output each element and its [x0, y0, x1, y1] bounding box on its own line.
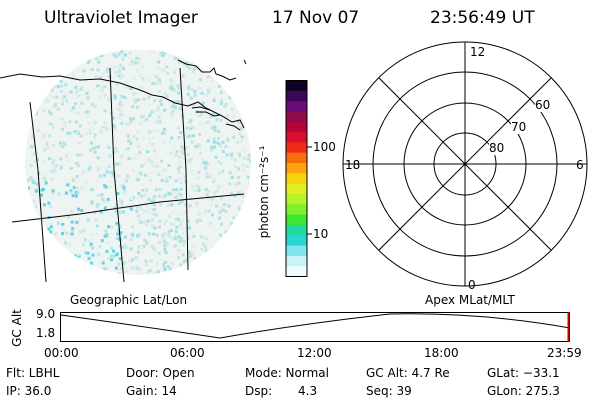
- timeline-xtick-2359: 23:59: [547, 346, 582, 360]
- colorbar-band: [286, 266, 307, 278]
- colorbar-band: [286, 245, 307, 257]
- dsp-label: Dsp:: [245, 384, 273, 398]
- observation-date: 17 Nov 07: [272, 8, 360, 28]
- geographic-latitude: GLat: −33.1: [487, 366, 560, 380]
- mlt-label-12: 12: [470, 45, 486, 59]
- colorbar-band: [286, 163, 307, 174]
- mlt-label-0: 0: [468, 278, 476, 292]
- gain-value: Gain: 14: [126, 384, 177, 398]
- timeline-xtick-1800: 18:00: [424, 346, 459, 360]
- colorbar-tick-100: 100: [313, 140, 336, 154]
- polar-mlt-grid: [342, 41, 588, 287]
- right-panel-caption: Apex MLat/MLT: [425, 293, 515, 307]
- geographic-longitude: GLon: 275.3: [487, 384, 560, 398]
- filter-value: Flt: LBHL: [6, 366, 60, 380]
- coastline: [0, 73, 245, 129]
- door-status: Door: Open: [126, 366, 195, 380]
- lat-lon-grid: [11, 67, 245, 283]
- intensity-colorbar: [285, 80, 312, 278]
- colorbar-band: [286, 255, 307, 267]
- timeline-xtick-1200: 12:00: [297, 346, 332, 360]
- colorbar-unit-label: photon cm⁻²s⁻¹: [257, 145, 271, 239]
- colorbar-band: [286, 204, 307, 216]
- timeline-xtick-0600: 06:00: [170, 346, 205, 360]
- timeline-y-label: GC Alt: [10, 309, 24, 347]
- timeline-ytick-min: 1.8: [36, 326, 56, 340]
- colorbar-band: [286, 183, 307, 195]
- colorbar-band: [286, 90, 307, 102]
- colorbar-band: [286, 80, 307, 92]
- mlat-label-60: 60: [535, 98, 551, 112]
- colorbar-band: [286, 132, 307, 143]
- mlt-line-diagonal-b: [378, 77, 552, 251]
- geographic-image-panel: [0, 50, 251, 283]
- colorbar-band: [286, 235, 307, 247]
- mlat-label-80: 80: [489, 141, 505, 155]
- mode-value: Mode: Normal: [245, 366, 329, 380]
- colorbar-band: [286, 142, 307, 154]
- altitude-timeline: [60, 312, 571, 342]
- colorbar-band: [286, 173, 307, 185]
- colorbar-band: [286, 121, 307, 133]
- coastline-islands: [177, 59, 247, 131]
- gc-alt-value: GC Alt: 4.7 Re: [366, 366, 450, 380]
- colorbar-band: [286, 101, 307, 113]
- left-panel-caption: Geographic Lat/Lon: [70, 293, 188, 307]
- mlt-label-18: 18: [345, 158, 361, 172]
- timeline-xtick-0000: 00:00: [44, 346, 79, 360]
- instrument-title: Ultraviolet Imager: [44, 8, 198, 28]
- dsp-value: 4.3: [298, 384, 318, 398]
- altitude-curve: [60, 313, 571, 339]
- colorbar-band: [286, 214, 307, 226]
- sequence-value: Seq: 39: [366, 384, 412, 398]
- mlt-label-6: 6: [576, 158, 584, 172]
- ip-value: IP: 36.0: [6, 384, 52, 398]
- observation-time: 23:56:49 UT: [430, 8, 535, 28]
- colorbar-band: [286, 224, 307, 236]
- mlat-label-70: 70: [511, 120, 527, 134]
- colorbar-band: [286, 152, 307, 164]
- timeline-ytick-max: 9.0: [36, 307, 56, 321]
- colorbar-tick-10: 10: [313, 227, 329, 241]
- colorbar-band: [286, 111, 307, 123]
- colorbar-band: [286, 193, 307, 205]
